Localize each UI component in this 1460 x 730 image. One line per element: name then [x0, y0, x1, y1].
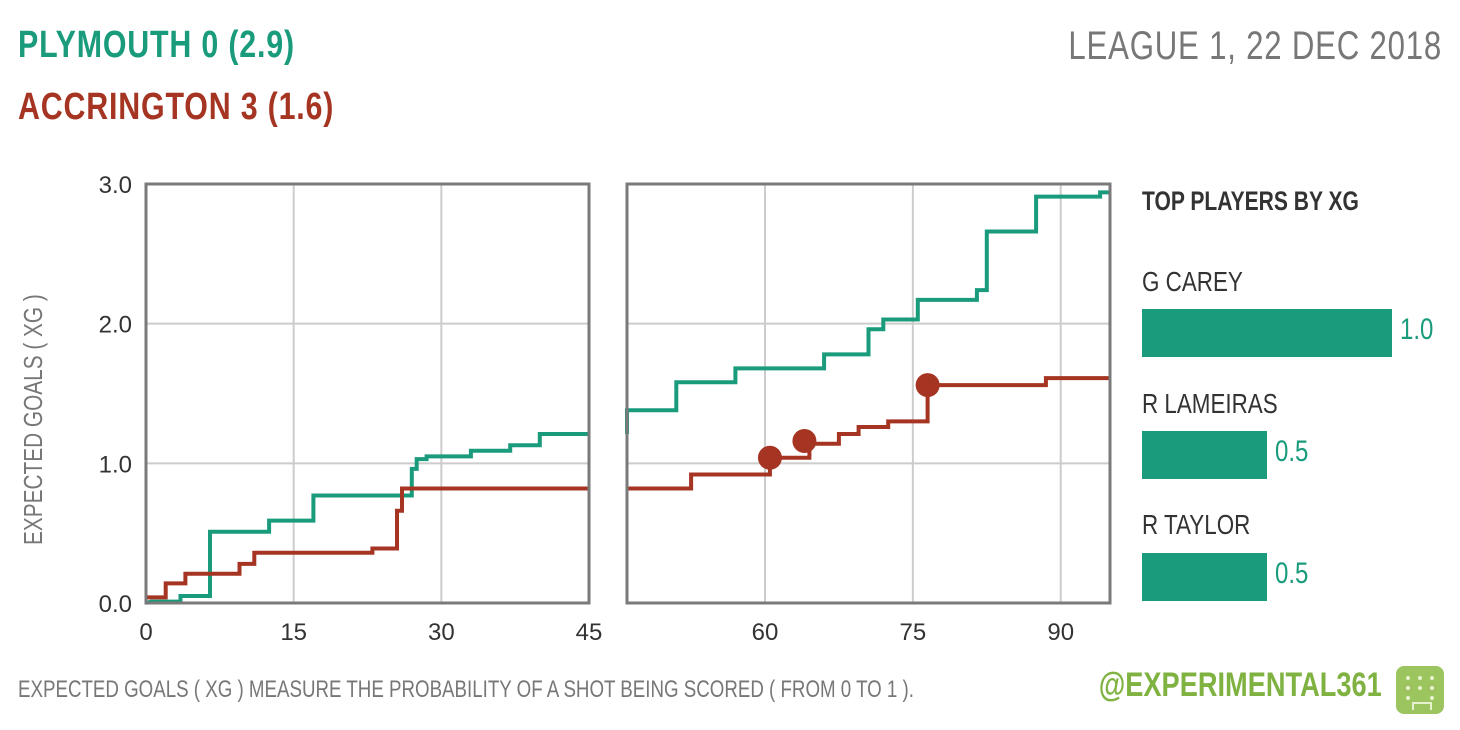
brand-handle: @EXPERIMENTAL361	[1099, 666, 1382, 704]
football-pitch-icon	[1396, 666, 1444, 714]
player-xg-value: 1.0	[1400, 313, 1434, 346]
y-tick-label: 2.0	[99, 312, 132, 339]
x-tick-label: 0	[139, 619, 152, 646]
player-xg-value: 0.5	[1275, 435, 1309, 468]
x-tick-label: 75	[900, 619, 927, 646]
sidebar-title: TOP PLAYERS BY XG	[1142, 186, 1359, 216]
x-tick-label: 30	[428, 619, 455, 646]
plot-frame	[144, 182, 591, 605]
xg-line-plymouth	[145, 432, 589, 605]
home-team-score: PLYMOUTH 0 (2.9)	[18, 24, 295, 66]
away-team-score: ACCRINGTON 3 (1.6)	[18, 86, 335, 128]
player-name: R LAMEIRAS	[1142, 388, 1278, 419]
player-xg-bar	[1142, 431, 1267, 479]
player-xg-value: 0.5	[1275, 557, 1309, 590]
player-name: G CAREY	[1142, 266, 1243, 297]
y-tick-label: 0.0	[99, 591, 132, 618]
y-tick-label: 3.0	[99, 172, 132, 199]
plot-frame	[625, 182, 1112, 605]
x-tick-label: 90	[1047, 619, 1074, 646]
x-tick-label: 60	[752, 619, 779, 646]
x-tick-label: 15	[280, 619, 307, 646]
x-tick-label: 45	[576, 619, 603, 646]
league-date: LEAGUE 1, 22 DEC 2018	[1068, 24, 1442, 68]
xg-line-accrington	[146, 486, 589, 600]
player-xg-bar	[1142, 309, 1392, 357]
goal-marker	[915, 373, 940, 398]
xg-line-plymouth	[625, 190, 1110, 434]
player-name: R TAYLOR	[1142, 509, 1251, 540]
goal-marker	[757, 445, 782, 470]
footer-note: EXPECTED GOALS ( XG ) MEASURE THE PROBAB…	[18, 676, 914, 703]
goal-marker	[792, 428, 817, 453]
player-xg-bar	[1142, 553, 1267, 601]
y-tick-label: 1.0	[99, 451, 132, 478]
xg-line-accrington	[627, 376, 1110, 491]
